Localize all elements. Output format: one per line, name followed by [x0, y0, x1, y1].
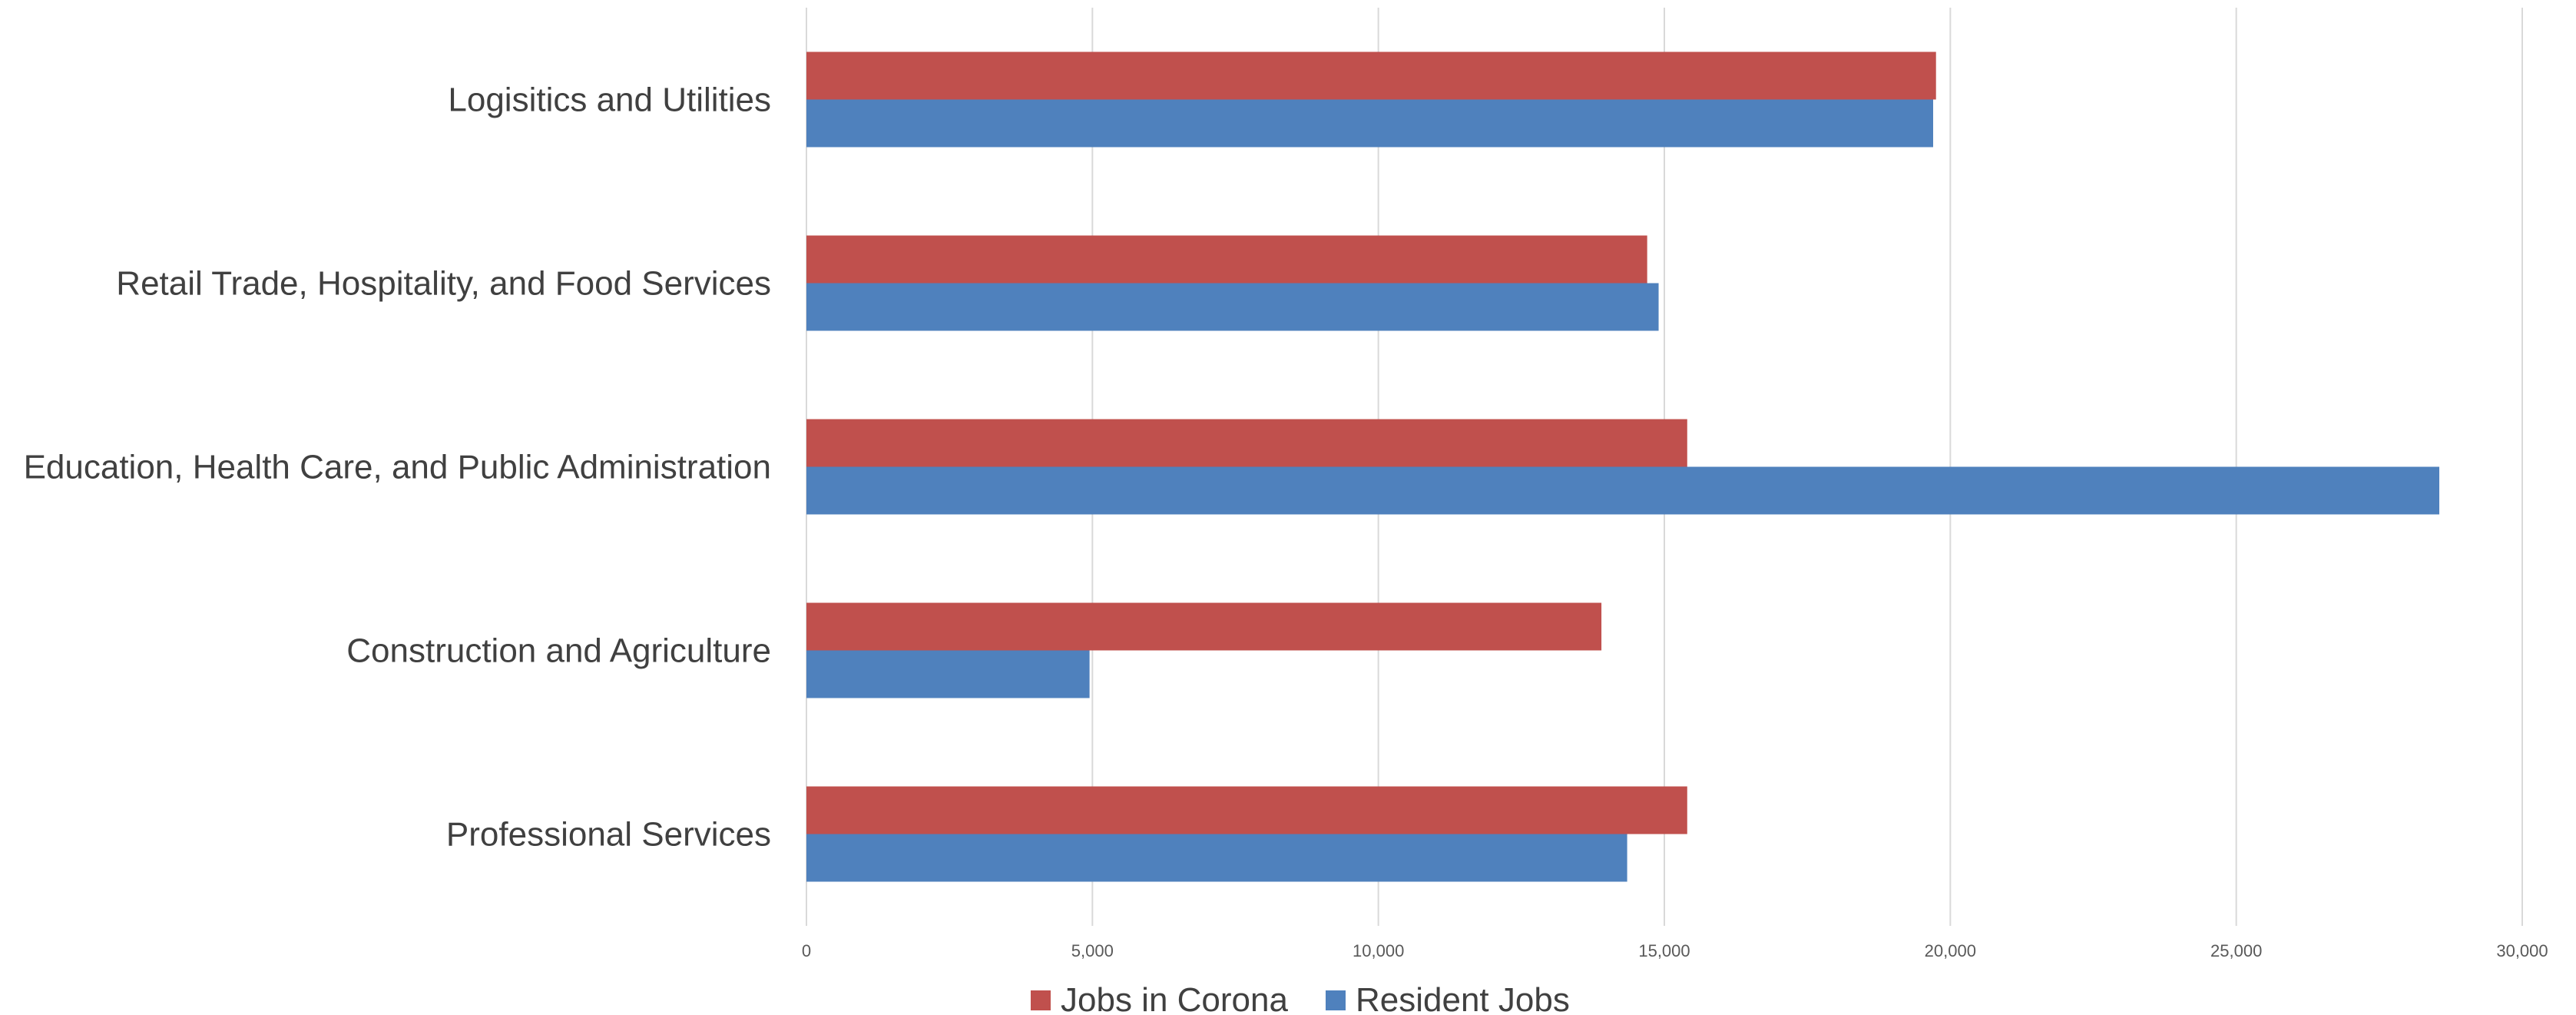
category-label: Education, Health Care, and Public Admin…	[24, 449, 771, 486]
bar-jobs-in-corona	[806, 419, 1687, 467]
bar-jobs-in-corona	[806, 235, 1647, 284]
x-tick-label: 0	[802, 941, 811, 960]
bar-jobs-in-corona	[806, 602, 1602, 651]
x-tick-label: 5,000	[1071, 941, 1114, 960]
legend: Jobs in Corona Resident Jobs	[1031, 981, 1570, 1015]
bar-resident-jobs	[806, 466, 2440, 515]
legend-swatch	[1326, 990, 1346, 1010]
x-tick-label: 15,000	[1638, 941, 1690, 960]
bar-resident-jobs	[806, 99, 1933, 148]
category-label: Retail Trade, Hospitality, and Food Serv…	[116, 265, 771, 303]
category-labels: Logisitics and Utilities Retail Trade, Ho…	[24, 81, 771, 854]
category-label: Construction and Agriculture	[346, 632, 771, 670]
category-label: Professional Services	[446, 816, 771, 854]
x-tick-label: 30,000	[2496, 941, 2548, 960]
legend-label: Resident Jobs	[1356, 981, 1570, 1015]
category-label: Logisitics and Utilities	[448, 81, 771, 119]
x-axis-tick-labels: 0 5,000 10,000 15,000 20,000 25,000 30,000	[802, 941, 2548, 960]
bar-resident-jobs	[806, 834, 1627, 882]
bars	[806, 51, 2440, 882]
legend-swatch	[1031, 990, 1051, 1010]
x-tick-label: 20,000	[1925, 941, 1976, 960]
x-tick-label: 10,000	[1353, 941, 1404, 960]
legend-label: Jobs in Corona	[1061, 981, 1288, 1015]
bar-resident-jobs	[806, 283, 1659, 331]
x-tick-label: 25,000	[2210, 941, 2262, 960]
bar-jobs-in-corona	[806, 51, 1936, 100]
bar-resident-jobs	[806, 650, 1090, 698]
bar-jobs-in-corona	[806, 786, 1687, 834]
